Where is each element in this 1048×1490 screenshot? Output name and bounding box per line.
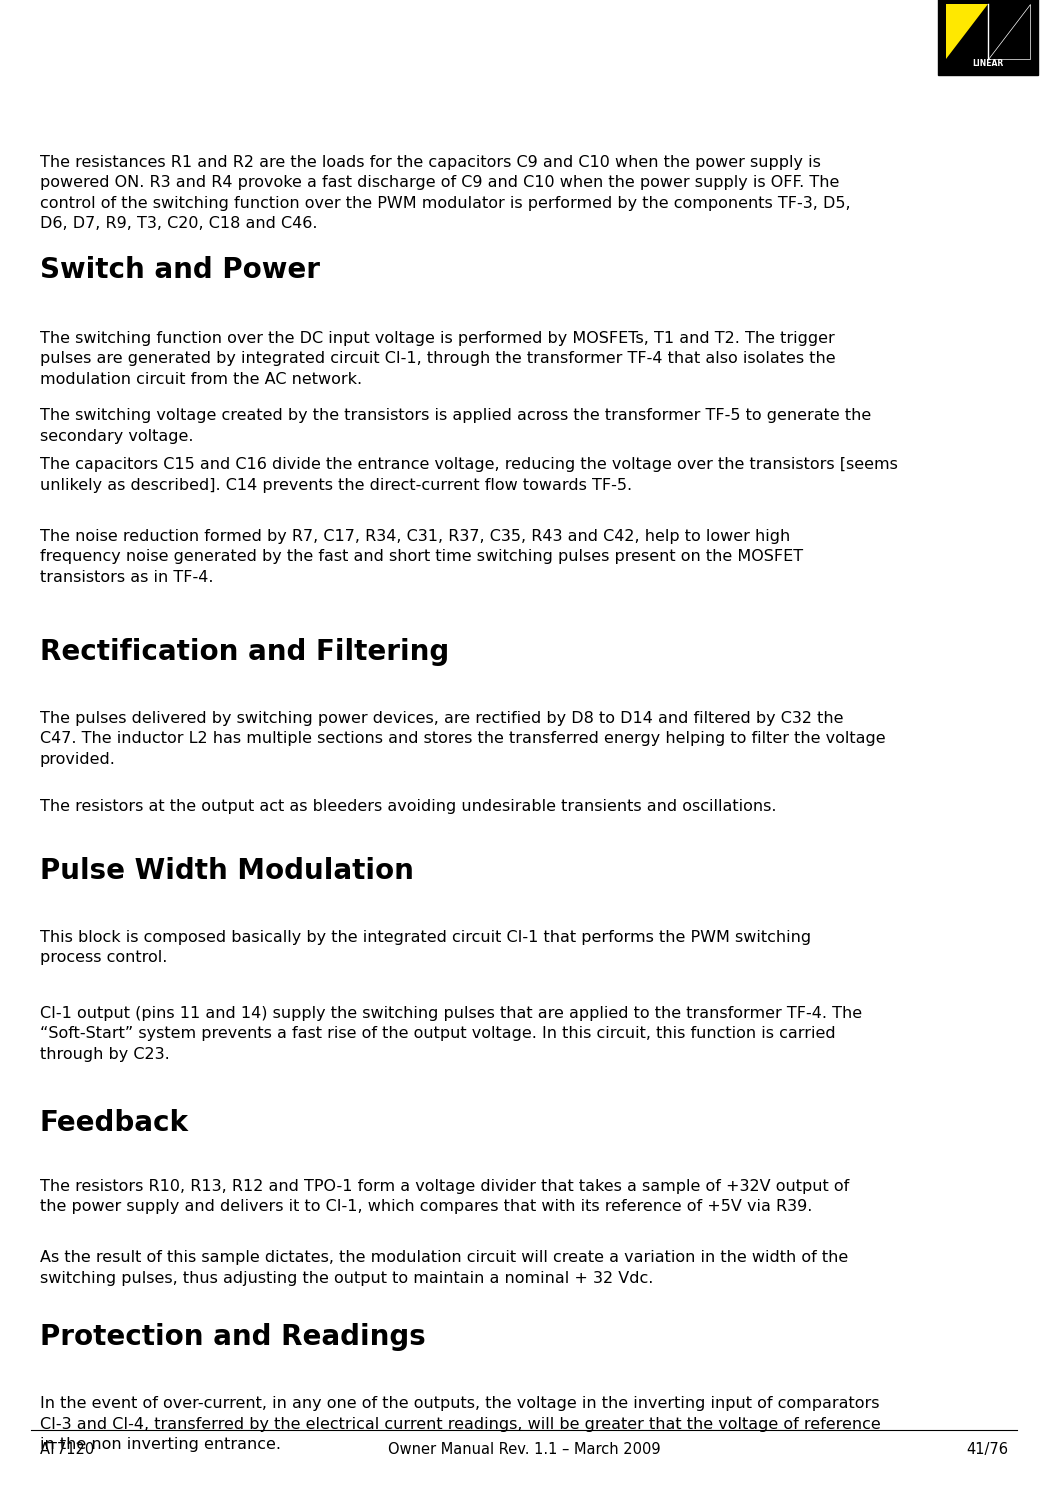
Text: CI-1 output (pins 11 and 14) supply the switching pulses that are applied to the: CI-1 output (pins 11 and 14) supply the …: [40, 1006, 861, 1061]
Text: The resistors R10, R13, R12 and TPO-1 form a voltage divider that takes a sample: The resistors R10, R13, R12 and TPO-1 fo…: [40, 1179, 849, 1214]
Text: In the event of over-current, in any one of the outputs, the voltage in the inve: In the event of over-current, in any one…: [40, 1396, 880, 1451]
Text: Protection and Readings: Protection and Readings: [40, 1323, 425, 1351]
Text: This block is composed basically by the integrated circuit CI-1 that performs th: This block is composed basically by the …: [40, 930, 811, 966]
Text: The switching function over the DC input voltage is performed by MOSFETs, T1 and: The switching function over the DC input…: [40, 331, 835, 386]
Text: LINEAR: LINEAR: [973, 58, 1003, 67]
Text: 41/76: 41/76: [966, 1442, 1008, 1457]
Text: Switch and Power: Switch and Power: [40, 256, 320, 285]
Text: Feedback: Feedback: [40, 1109, 189, 1137]
Text: The noise reduction formed by R7, C17, R34, C31, R37, C35, R43 and C42, help to : The noise reduction formed by R7, C17, R…: [40, 529, 803, 584]
Text: The resistors at the output act as bleeders avoiding undesirable transients and : The resistors at the output act as bleed…: [40, 799, 777, 814]
Text: The capacitors C15 and C16 divide the entrance voltage, reducing the voltage ove: The capacitors C15 and C16 divide the en…: [40, 457, 898, 493]
Text: As the result of this sample dictates, the modulation circuit will create a vari: As the result of this sample dictates, t…: [40, 1250, 848, 1286]
Text: The resistances R1 and R2 are the loads for the capacitors C9 and C10 when the p: The resistances R1 and R2 are the loads …: [40, 155, 850, 231]
Polygon shape: [987, 3, 1029, 60]
Text: Rectification and Filtering: Rectification and Filtering: [40, 638, 450, 666]
Text: AT7120: AT7120: [40, 1442, 95, 1457]
Text: The switching voltage created by the transistors is applied across the transform: The switching voltage created by the tra…: [40, 408, 871, 444]
Polygon shape: [946, 3, 987, 60]
Text: The pulses delivered by switching power devices, are rectified by D8 to D14 and : The pulses delivered by switching power …: [40, 711, 886, 766]
Text: Pulse Width Modulation: Pulse Width Modulation: [40, 857, 414, 885]
FancyBboxPatch shape: [938, 0, 1038, 74]
Text: Owner Manual Rev. 1.1 – March 2009: Owner Manual Rev. 1.1 – March 2009: [388, 1442, 660, 1457]
